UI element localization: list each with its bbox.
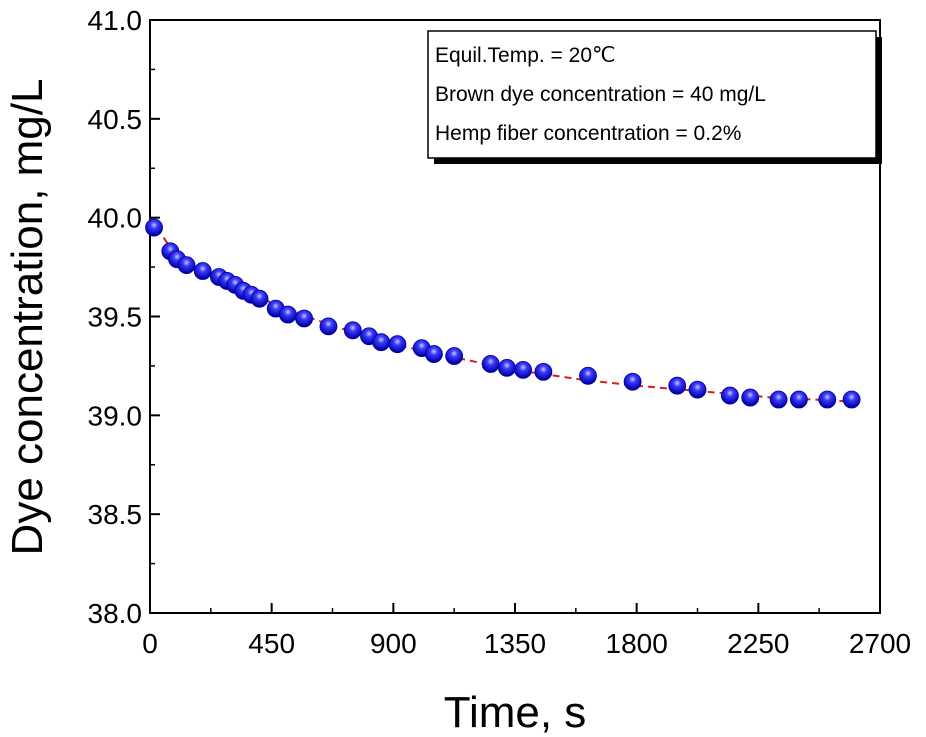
y-tick-label: 39.0 <box>88 400 143 431</box>
data-point <box>688 380 707 399</box>
data-point <box>145 218 163 237</box>
data-point <box>769 390 788 409</box>
data-point <box>388 335 407 354</box>
y-axis-title: Dye concentration, mg/L <box>3 79 52 556</box>
data-point <box>579 366 597 385</box>
data-point <box>842 390 861 409</box>
annotation-box: Equil.Temp. = 20℃ Brown dye concentratio… <box>427 30 882 164</box>
data-point <box>668 376 687 395</box>
data-point <box>295 309 314 328</box>
x-tick-label: 2250 <box>727 628 789 659</box>
annotation-fiber-concentration: Hemp fiber concentration = 0.2% <box>435 122 741 145</box>
data-points-layer <box>145 218 861 409</box>
data-point <box>534 362 553 381</box>
x-tick-label: 450 <box>248 628 295 659</box>
x-tick-label: 1350 <box>484 628 546 659</box>
data-point <box>177 256 196 275</box>
data-point <box>514 360 533 379</box>
data-point <box>193 262 212 280</box>
data-point <box>818 390 837 409</box>
data-point <box>250 289 269 308</box>
data-point <box>789 390 808 409</box>
data-point <box>278 305 297 324</box>
y-tick-label: 38.5 <box>88 499 143 530</box>
x-tick-label: 1800 <box>606 628 668 659</box>
data-point <box>445 347 464 365</box>
data-point <box>319 317 338 336</box>
y-tick-label: 40.0 <box>88 203 143 234</box>
data-point <box>372 333 391 352</box>
x-tick-label: 0 <box>142 628 158 659</box>
data-point <box>424 345 443 363</box>
x-axis-title: Time, s <box>444 688 587 737</box>
data-point <box>343 321 362 340</box>
x-tick-label: 2700 <box>849 628 911 659</box>
y-tick-label: 41.0 <box>88 5 143 36</box>
y-tick-label: 38.0 <box>88 598 143 629</box>
data-point <box>721 386 739 405</box>
annotation-temperature: Equil.Temp. = 20℃ <box>435 44 616 67</box>
data-point <box>741 388 760 407</box>
annotation-dye-concentration: Brown dye concentration = 40 mg/L <box>435 83 766 106</box>
y-tick-label: 39.5 <box>88 302 143 333</box>
x-tick-label: 900 <box>370 628 417 659</box>
data-point <box>497 358 516 377</box>
y-tick-label: 40.5 <box>88 104 143 135</box>
ticks-layer: 0 450 900 1350 1800 2250 2700 38.0 38.5 39.0 39.5 4… <box>88 5 912 659</box>
data-point <box>623 372 642 391</box>
data-point <box>481 355 500 373</box>
